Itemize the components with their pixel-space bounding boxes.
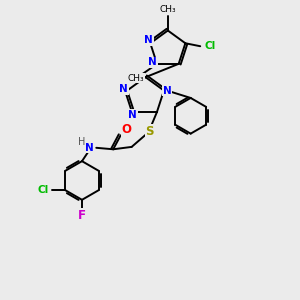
Text: N: N: [119, 84, 128, 94]
Text: H: H: [78, 137, 85, 147]
Text: N: N: [144, 35, 153, 45]
Text: N: N: [128, 110, 137, 119]
Text: CH₃: CH₃: [128, 74, 145, 82]
Text: Cl: Cl: [37, 185, 49, 195]
Text: N: N: [163, 85, 172, 95]
Text: N: N: [85, 143, 94, 153]
Text: F: F: [78, 209, 86, 222]
Text: S: S: [145, 125, 154, 138]
Text: O: O: [122, 124, 132, 136]
Text: N: N: [148, 57, 157, 68]
Text: Cl: Cl: [204, 41, 215, 51]
Text: CH₃: CH₃: [160, 4, 176, 14]
